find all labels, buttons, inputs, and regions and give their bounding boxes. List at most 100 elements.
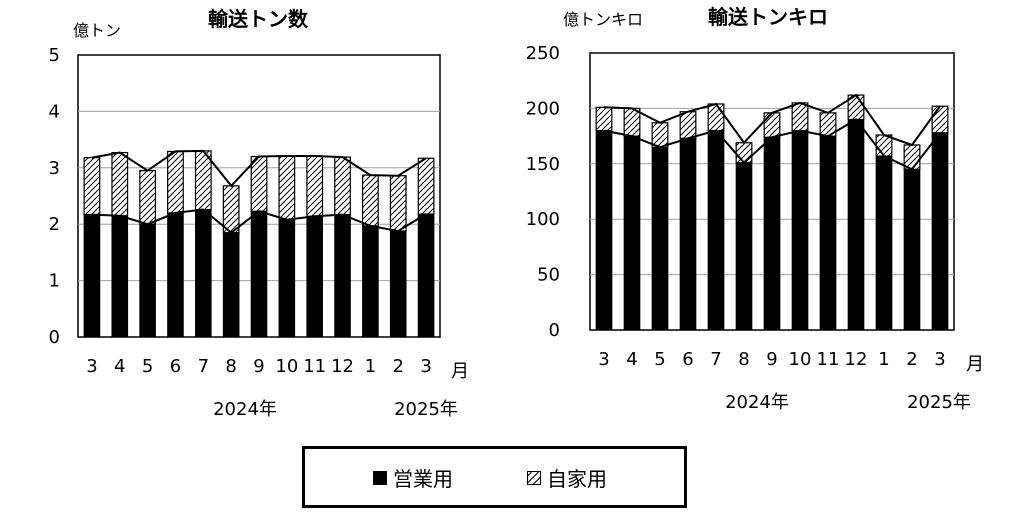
y-tick-label: 0 xyxy=(49,327,60,348)
year-label: 2024年 xyxy=(213,399,277,420)
bar-business xyxy=(417,213,435,338)
x-tick-label: 12 xyxy=(331,356,354,377)
legend: 営業用 自家用 xyxy=(302,446,687,508)
bar-business xyxy=(334,214,351,338)
bar-private xyxy=(651,122,669,148)
y-tick-label: 5 xyxy=(49,45,60,66)
x-tick-label: 10 xyxy=(789,349,812,370)
x-tick-label: 7 xyxy=(198,356,209,377)
bar-private xyxy=(139,170,157,225)
bar-business xyxy=(595,130,613,331)
bar-business xyxy=(111,215,129,338)
y-tick-label: 0 xyxy=(549,320,560,341)
bar-private xyxy=(222,185,240,234)
bar-business xyxy=(819,135,837,331)
bar-private xyxy=(306,155,324,217)
x-tick-label: 5 xyxy=(142,356,153,377)
line-total xyxy=(603,93,941,147)
x-tick-label: 3 xyxy=(420,356,431,377)
bar-private xyxy=(623,107,641,137)
x-tick-label: 8 xyxy=(738,349,749,370)
bar-business xyxy=(679,137,697,331)
x-tick-label: 10 xyxy=(275,356,298,377)
bar-private xyxy=(83,157,101,216)
bar-business xyxy=(931,132,949,331)
x-tick-label: 4 xyxy=(114,356,125,377)
bar-private xyxy=(595,106,613,132)
x-tick-label: 11 xyxy=(303,356,326,377)
x-tick-label: 2 xyxy=(393,356,404,377)
bar-private xyxy=(931,105,949,134)
x-tick-label: 4 xyxy=(626,349,637,370)
x-tick-label: 12 xyxy=(845,349,868,370)
bar-business xyxy=(651,146,669,331)
x-tick-label: 2 xyxy=(906,349,917,370)
x-tick-label: 6 xyxy=(170,356,181,377)
bar-business xyxy=(250,210,268,338)
bar-business xyxy=(623,135,641,331)
bar-business xyxy=(791,130,809,331)
line-business xyxy=(91,208,427,234)
legend-swatch-private xyxy=(527,470,541,485)
bar-private xyxy=(679,111,697,139)
x-unit-label: 月 xyxy=(966,354,984,375)
x-tick-label: 3 xyxy=(598,349,609,370)
year-label: 2025年 xyxy=(907,392,971,413)
bar-business xyxy=(278,219,296,338)
y-tick-label: 4 xyxy=(49,101,60,122)
chart-title: 輸送トンキロ xyxy=(708,5,828,29)
bar-business xyxy=(195,209,212,338)
bar-private xyxy=(417,157,435,215)
bar-business xyxy=(306,215,323,338)
bar-business xyxy=(763,136,781,331)
bar-private xyxy=(278,155,296,221)
x-tick-label: 9 xyxy=(253,356,264,377)
y-tick-label: 100 xyxy=(526,209,560,230)
bar-business xyxy=(389,230,407,338)
year-label: 2024年 xyxy=(725,392,789,413)
bar-business xyxy=(875,155,893,331)
x-tick-label: 8 xyxy=(225,356,236,377)
bar-business xyxy=(735,162,753,331)
y-tick-label: 3 xyxy=(49,158,60,179)
x-tick-label: 9 xyxy=(766,349,777,370)
legend-label-private: 自家用 xyxy=(547,467,607,491)
bar-private xyxy=(361,174,379,227)
bar-private xyxy=(763,112,781,138)
x-tick-label: 6 xyxy=(682,349,693,370)
chart-title: 輸送トン数 xyxy=(208,7,309,31)
bar-business xyxy=(139,223,156,338)
bar-private xyxy=(334,156,351,216)
year-label: 2025年 xyxy=(394,399,458,420)
bar-business xyxy=(222,232,240,338)
line-business xyxy=(603,118,941,171)
y-tick-label: 2 xyxy=(49,214,60,235)
line-total xyxy=(91,149,427,188)
x-tick-label: 3 xyxy=(86,356,97,377)
legend-item-private: 自家用 xyxy=(527,463,607,492)
y-unit-label: 億トン xyxy=(73,21,121,40)
bar-business xyxy=(903,168,921,331)
bar-private xyxy=(389,175,407,232)
y-tick-label: 250 xyxy=(526,43,560,64)
x-tick-label: 1 xyxy=(365,356,376,377)
legend-item-business: 営業用 xyxy=(373,463,453,492)
bar-private xyxy=(735,142,753,164)
bar-private xyxy=(111,151,129,217)
bar-business xyxy=(83,214,101,338)
bar-private xyxy=(875,134,893,157)
legend-label-business: 営業用 xyxy=(393,467,453,491)
x-tick-label: 5 xyxy=(654,349,665,370)
y-unit-label: 億トンキロ xyxy=(563,10,643,29)
bar-private xyxy=(707,103,725,132)
bar-business xyxy=(362,225,379,338)
bar-private xyxy=(791,102,809,132)
bar-private xyxy=(194,150,212,211)
y-tick-label: 50 xyxy=(537,265,560,286)
legend-swatch-business xyxy=(373,470,387,485)
y-tick-label: 150 xyxy=(526,154,560,175)
y-tick-label: 1 xyxy=(49,271,60,292)
